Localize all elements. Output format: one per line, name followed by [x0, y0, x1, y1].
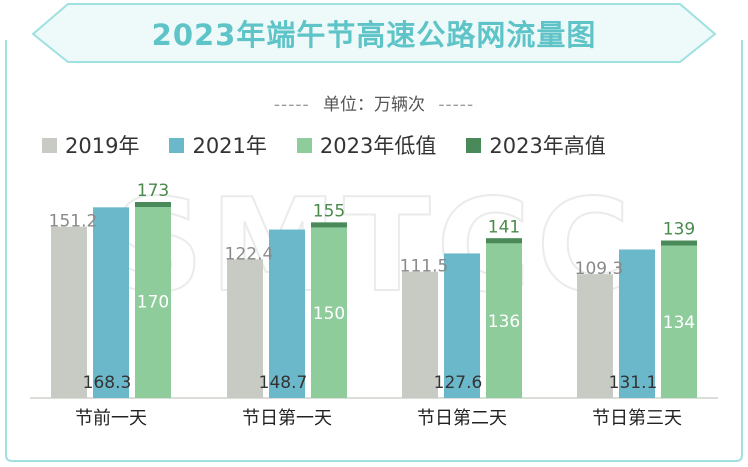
legend-item-2021: 2021年 [169, 130, 267, 160]
label-2023-low-2: 136 [488, 312, 520, 332]
label-2023-low-1: 150 [313, 304, 345, 324]
label-2019-1: 122.4 [225, 244, 274, 264]
legend-label-2019: 2019年 [65, 134, 140, 158]
labels-group: 151.2 168.3 170 173 节前一天 122.4 148.7 150 155 节日第一… [49, 181, 696, 429]
legend-item-2023-high: 2023年高值 [466, 130, 606, 160]
label-2019-0: 151.2 [49, 212, 98, 232]
category-label-2: 节日第二天 [417, 408, 507, 429]
label-2019-3: 109.3 [575, 259, 624, 279]
bar-2023-high-2 [486, 238, 522, 244]
bar-2019-3 [577, 274, 613, 398]
legend-item-2023-low: 2023年低值 [296, 130, 437, 160]
label-2019-2: 111.5 [400, 257, 449, 277]
bar-2023-high-3 [661, 240, 697, 246]
bar-2023-low-3 [661, 240, 697, 398]
legend-label-2023-high: 2023年高值 [489, 134, 606, 158]
bar-2019-2 [402, 271, 438, 398]
label-2023-low-0: 170 [137, 293, 169, 313]
legend-swatch-2023-low [296, 137, 312, 153]
legend-label-2023-low: 2023年低值 [319, 134, 437, 158]
bar-2023-low-1 [311, 222, 347, 398]
legend-item-2019: 2019年 [42, 130, 139, 160]
label-2023-low-3: 134 [663, 313, 695, 333]
category-label-0: 节前一天 [75, 408, 147, 429]
unit-dash-left: ----- [273, 95, 310, 115]
label-2021-0: 168.3 [83, 373, 132, 393]
bar-2019-1 [227, 259, 263, 398]
bar-2021-2 [444, 253, 480, 398]
label-2023-high-2: 141 [488, 217, 520, 237]
bar-2023-high-1 [311, 222, 347, 228]
label-2021-2: 127.6 [434, 373, 483, 393]
bars-group [51, 202, 697, 398]
label-2023-high-1: 155 [313, 201, 345, 221]
bar-2021-1 [269, 229, 305, 398]
category-label-1: 节日第一天 [242, 408, 332, 429]
bar-2023-low-2 [486, 238, 522, 398]
bar-2019-0 [51, 226, 87, 398]
label-2023-high-3: 139 [663, 220, 695, 240]
legend: 2019年 2021年 2023年低值 2023年高值 [42, 130, 606, 160]
bar-2021-0 [93, 207, 129, 398]
label-2023-high-0: 173 [137, 181, 169, 201]
legend-label-2021: 2021年 [192, 134, 267, 158]
unit-dash-right: ----- [438, 95, 475, 115]
watermark-text: SMTCC [112, 172, 637, 321]
label-2021-3: 131.1 [609, 373, 658, 393]
label-2021-1: 148.7 [259, 373, 308, 393]
legend-swatch-2023-high [466, 137, 482, 153]
bar-2021-3 [619, 249, 655, 398]
bar-2023-low-0 [135, 202, 171, 398]
legend-swatch-2021 [169, 137, 185, 153]
bar-2023-high-0 [135, 202, 171, 207]
unit-label-row: ----- 单位：万辆次 ----- [0, 90, 748, 115]
category-label-3: 节日第三天 [592, 408, 682, 429]
chart-title: 2023年端午节高速公路网流量图 [151, 18, 597, 52]
legend-swatch-2019 [42, 137, 57, 153]
unit-label: 单位：万辆次 [323, 95, 425, 115]
